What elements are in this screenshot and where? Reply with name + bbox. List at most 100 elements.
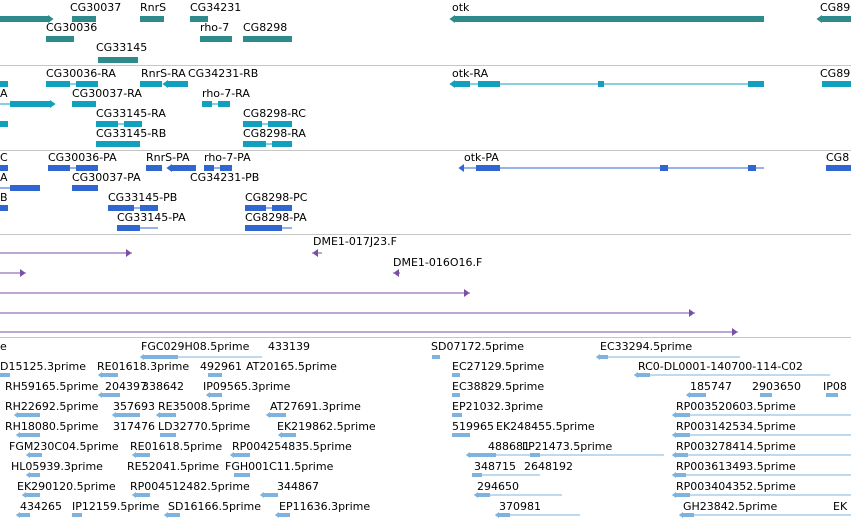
- transcript-glyph-exon[interactable]: [598, 81, 604, 87]
- est-glyph[interactable]: [452, 373, 460, 377]
- proteins-label[interactable]: CG33145-PA: [117, 211, 186, 224]
- est-glyph[interactable]: [208, 373, 222, 377]
- ests-label[interactable]: RP004512482.5prime: [130, 480, 250, 493]
- ests-label[interactable]: HL05939.3prime: [11, 460, 103, 473]
- transcript-glyph-exon[interactable]: [0, 121, 8, 127]
- transcripts-label[interactable]: CG33145-RB: [96, 127, 167, 140]
- genes-label[interactable]: CG33145: [96, 41, 148, 54]
- transcripts-label[interactable]: CG8298-RC: [243, 107, 306, 120]
- ests-label[interactable]: FGH001C11.5prime: [225, 460, 334, 473]
- ests-label[interactable]: RP003404352.5prime: [676, 480, 796, 493]
- cds-glyph-exon[interactable]: [140, 205, 158, 211]
- est-glyph[interactable]: [234, 473, 250, 477]
- genes-label[interactable]: CG34231: [190, 1, 242, 14]
- gene-glyph-exon[interactable]: [455, 16, 764, 22]
- ests-label[interactable]: EC27129.5prime: [452, 360, 545, 373]
- est-glyph[interactable]: [144, 355, 178, 359]
- ests-label[interactable]: 434265: [20, 500, 62, 513]
- ests-label[interactable]: RE52041.5prime: [127, 460, 220, 473]
- transcripts-label[interactable]: CG8298-RA: [243, 127, 306, 140]
- cds-glyph-exon[interactable]: [172, 165, 196, 171]
- est-glyph[interactable]: [676, 413, 690, 417]
- transcripts-label[interactable]: A: [0, 87, 8, 100]
- transcripts-label[interactable]: CG30037-RA: [72, 87, 142, 100]
- est-glyph[interactable]: [20, 513, 30, 517]
- genes-label[interactable]: RnrS: [140, 1, 167, 14]
- transcripts-label[interactable]: RnrS-RA: [141, 67, 186, 80]
- genes-label[interactable]: otk: [452, 1, 470, 14]
- gene-glyph-exon[interactable]: [72, 16, 96, 22]
- ests-label[interactable]: 433139: [268, 340, 310, 353]
- proteins-label[interactable]: rho-7-PA: [204, 151, 251, 164]
- ests-label[interactable]: 519965: [452, 420, 494, 433]
- est-glyph[interactable]: [432, 355, 440, 359]
- transcript-glyph-exon[interactable]: [478, 81, 500, 87]
- ests-label[interactable]: RE01618.5prime: [130, 440, 223, 453]
- proteins-label[interactable]: CG8298-PC: [245, 191, 308, 204]
- est-glyph[interactable]: [676, 473, 686, 477]
- est-glyph[interactable]: [279, 513, 290, 517]
- proteins-label[interactable]: CG33145-PB: [108, 191, 178, 204]
- ests-label[interactable]: RP003142534.5prime: [676, 420, 796, 433]
- ests-label[interactable]: IP08: [823, 380, 847, 393]
- cds-glyph-exon[interactable]: [0, 205, 8, 211]
- est-glyph[interactable]: [270, 413, 286, 417]
- cds-glyph-exon[interactable]: [76, 165, 98, 171]
- genes-label[interactable]: CG30036: [46, 21, 98, 34]
- est-glyph[interactable]: [20, 433, 40, 437]
- cds-glyph-exon[interactable]: [108, 205, 134, 211]
- est-glyph[interactable]: [160, 413, 176, 417]
- est-glyph[interactable]: [600, 355, 608, 359]
- cds-glyph-exon[interactable]: [10, 185, 40, 191]
- bac_ends-label[interactable]: DME1-017J23.F: [313, 235, 397, 248]
- transcript-glyph-exon[interactable]: [243, 121, 262, 127]
- est-glyph[interactable]: [676, 433, 690, 437]
- cds-glyph-exon[interactable]: [272, 205, 292, 211]
- proteins-label[interactable]: RnrS-PA: [146, 151, 190, 164]
- genes-label[interactable]: CG30037: [70, 1, 122, 14]
- est-glyph[interactable]: [452, 393, 460, 397]
- gene-glyph-exon[interactable]: [822, 16, 851, 22]
- proteins-label[interactable]: CG30037-PA: [72, 171, 141, 184]
- est-glyph[interactable]: [683, 513, 694, 517]
- ests-label[interactable]: RP003520603.5prime: [676, 400, 796, 413]
- transcript-glyph-exon[interactable]: [748, 81, 764, 87]
- proteins-label[interactable]: CG8: [826, 151, 850, 164]
- est-glyph[interactable]: [72, 513, 82, 517]
- bac_ends-label[interactable]: DME1-016O16.F: [393, 256, 483, 269]
- transcript-glyph-exon[interactable]: [140, 81, 162, 87]
- est-glyph[interactable]: [452, 433, 470, 437]
- ests-label[interactable]: RH18080.5prime: [5, 420, 99, 433]
- est-glyph[interactable]: [452, 413, 462, 417]
- gene-glyph-exon[interactable]: [98, 57, 138, 63]
- transcript-glyph-exon[interactable]: [10, 101, 50, 107]
- ests-label[interactable]: D15125.3prime: [0, 360, 87, 373]
- ests-label[interactable]: RE01618.3prime: [97, 360, 190, 373]
- ests-label[interactable]: 204397: [105, 380, 147, 393]
- ests-label[interactable]: RP004254835.5prime: [232, 440, 352, 453]
- est-glyph[interactable]: [30, 453, 42, 457]
- transcripts-label[interactable]: CG30036-RA: [46, 67, 116, 80]
- est-glyph[interactable]: [264, 493, 278, 497]
- gene-glyph-exon[interactable]: [140, 16, 164, 22]
- transcripts-label[interactable]: otk-RA: [452, 67, 489, 80]
- gene-glyph-exon[interactable]: [243, 36, 292, 42]
- transcript-glyph-exon[interactable]: [168, 81, 188, 87]
- ests-label[interactable]: IP12159.5prime: [72, 500, 160, 513]
- transcripts-label[interactable]: CG33145-RA: [96, 107, 166, 120]
- est-glyph[interactable]: [826, 393, 838, 397]
- cds-glyph-exon[interactable]: [660, 165, 668, 171]
- est-glyph[interactable]: [116, 413, 140, 417]
- proteins-label[interactable]: C: [0, 151, 8, 164]
- ests-label[interactable]: 370981: [499, 500, 541, 513]
- ests-label[interactable]: 338642: [142, 380, 184, 393]
- cds-glyph-exon[interactable]: [476, 165, 500, 171]
- ests-label[interactable]: RH22692.5prime: [5, 400, 99, 413]
- est-glyph[interactable]: [690, 393, 706, 397]
- est-glyph[interactable]: [760, 393, 772, 397]
- ests-label[interactable]: SD07172.5prime: [431, 340, 524, 353]
- cds-glyph-exon[interactable]: [117, 225, 140, 231]
- transcript-glyph-exon[interactable]: [72, 101, 96, 107]
- ests-label[interactable]: 2903650: [752, 380, 801, 393]
- ests-label[interactable]: SD16166.5prime: [168, 500, 261, 513]
